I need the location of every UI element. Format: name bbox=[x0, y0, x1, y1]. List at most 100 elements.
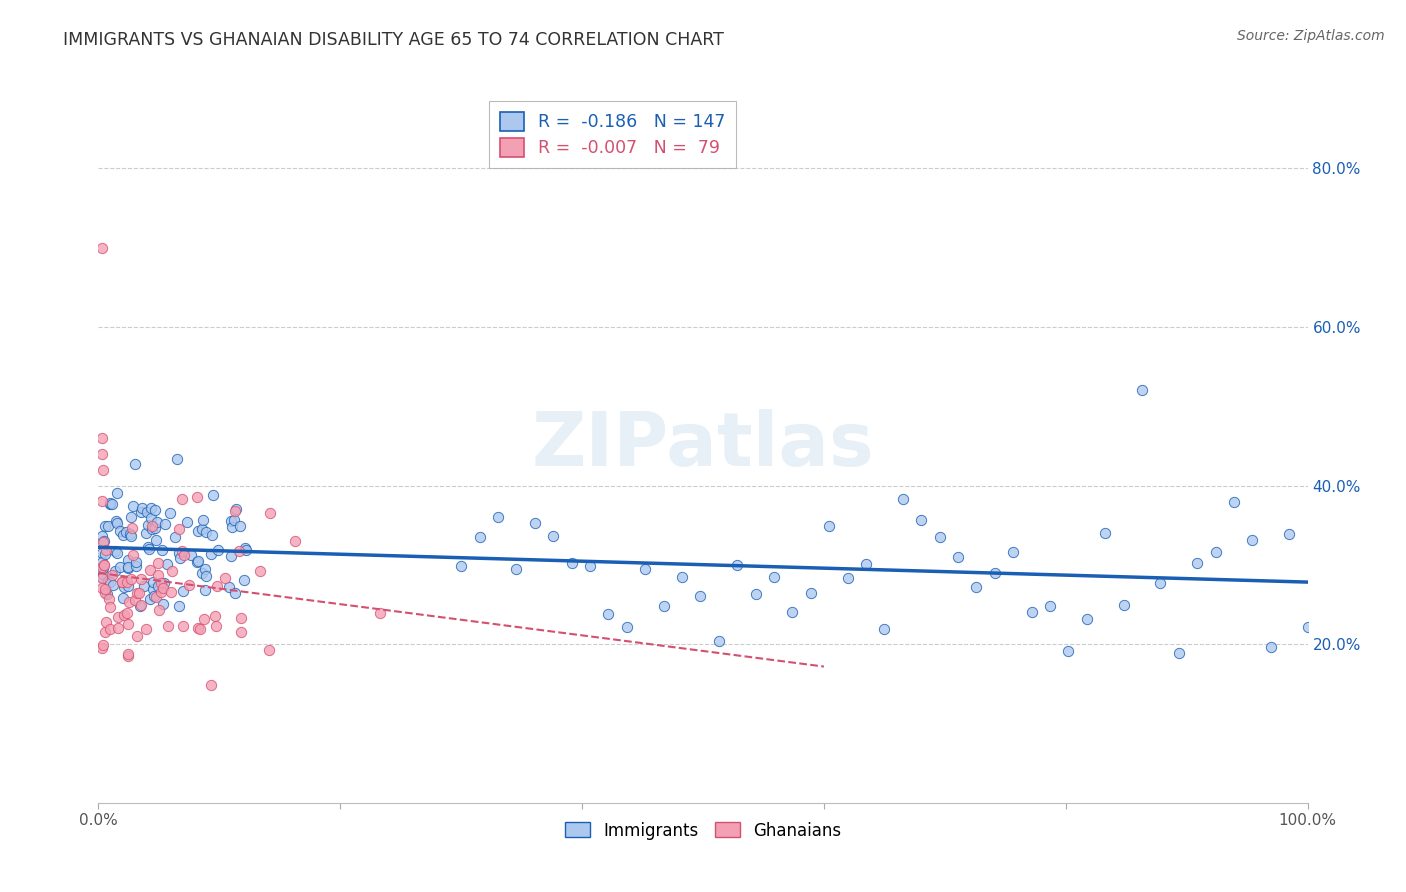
Point bbox=[1167, 646, 1189, 660]
Point bbox=[117, 616, 139, 631]
Point bbox=[139, 563, 162, 577]
Point bbox=[142, 582, 165, 597]
Point bbox=[762, 570, 785, 584]
Point bbox=[1094, 526, 1116, 541]
Point bbox=[105, 486, 128, 500]
Point bbox=[187, 621, 209, 635]
Point bbox=[187, 554, 209, 568]
Point bbox=[837, 571, 859, 585]
Point bbox=[229, 519, 252, 533]
Point bbox=[205, 579, 228, 593]
Point bbox=[214, 571, 236, 585]
Point bbox=[105, 514, 128, 528]
Point bbox=[98, 599, 121, 614]
Point bbox=[107, 610, 129, 624]
Point bbox=[129, 505, 152, 519]
Point bbox=[1076, 612, 1098, 626]
Point bbox=[129, 599, 152, 613]
Point bbox=[725, 558, 748, 573]
Point bbox=[200, 547, 222, 561]
Point bbox=[155, 558, 177, 572]
Point bbox=[93, 586, 115, 600]
Point bbox=[201, 528, 224, 542]
Point bbox=[134, 579, 156, 593]
Point bbox=[616, 620, 638, 634]
Point bbox=[800, 586, 823, 600]
Point bbox=[101, 497, 124, 511]
Point bbox=[172, 619, 194, 633]
Point bbox=[172, 543, 194, 558]
Point bbox=[91, 571, 114, 585]
Point bbox=[94, 547, 117, 561]
Point bbox=[91, 559, 114, 574]
Point bbox=[225, 502, 247, 516]
Point bbox=[112, 528, 135, 542]
Point bbox=[91, 641, 114, 656]
Point bbox=[139, 591, 162, 606]
Point bbox=[141, 522, 163, 536]
Point bbox=[191, 522, 214, 536]
Point bbox=[124, 457, 146, 471]
Point bbox=[204, 619, 226, 633]
Point bbox=[190, 566, 212, 581]
Point bbox=[156, 619, 179, 633]
Point bbox=[135, 525, 157, 540]
Point bbox=[193, 562, 215, 576]
Text: Source: ZipAtlas.com: Source: ZipAtlas.com bbox=[1237, 29, 1385, 43]
Point bbox=[671, 570, 693, 584]
Point bbox=[103, 578, 125, 592]
Point bbox=[122, 499, 145, 513]
Point bbox=[149, 575, 172, 590]
Point bbox=[928, 531, 950, 545]
Point bbox=[450, 559, 472, 574]
Point bbox=[91, 241, 114, 255]
Point bbox=[136, 540, 159, 554]
Point bbox=[652, 599, 675, 613]
Point bbox=[135, 622, 157, 636]
Point bbox=[104, 564, 127, 578]
Point bbox=[98, 496, 121, 510]
Point bbox=[218, 580, 240, 594]
Point bbox=[176, 515, 198, 529]
Point bbox=[104, 544, 127, 558]
Point bbox=[125, 555, 148, 569]
Point bbox=[98, 622, 121, 636]
Point bbox=[117, 647, 139, 661]
Point bbox=[112, 607, 135, 622]
Point bbox=[152, 598, 174, 612]
Point bbox=[1185, 556, 1208, 570]
Point bbox=[98, 591, 121, 606]
Point bbox=[194, 583, 217, 598]
Point bbox=[91, 639, 114, 653]
Point bbox=[1130, 384, 1153, 398]
Point bbox=[598, 607, 620, 622]
Point bbox=[142, 574, 165, 589]
Point bbox=[91, 566, 114, 581]
Point bbox=[138, 541, 160, 556]
Point bbox=[148, 556, 170, 570]
Point bbox=[94, 624, 117, 639]
Point bbox=[233, 574, 256, 588]
Point bbox=[193, 612, 215, 626]
Point bbox=[169, 550, 191, 565]
Point bbox=[111, 574, 134, 589]
Point bbox=[579, 559, 602, 574]
Point bbox=[93, 558, 115, 573]
Point bbox=[169, 599, 191, 614]
Point bbox=[117, 560, 139, 574]
Point bbox=[125, 559, 148, 574]
Point bbox=[1021, 605, 1043, 619]
Point bbox=[120, 527, 142, 541]
Point bbox=[1112, 599, 1135, 613]
Point bbox=[1057, 644, 1080, 658]
Point bbox=[818, 519, 841, 533]
Point bbox=[110, 560, 132, 574]
Point bbox=[94, 615, 117, 629]
Point bbox=[120, 510, 142, 524]
Point bbox=[173, 548, 195, 562]
Point bbox=[121, 548, 143, 562]
Point bbox=[129, 598, 152, 612]
Point bbox=[523, 516, 546, 530]
Point bbox=[284, 534, 307, 549]
Point bbox=[235, 542, 257, 557]
